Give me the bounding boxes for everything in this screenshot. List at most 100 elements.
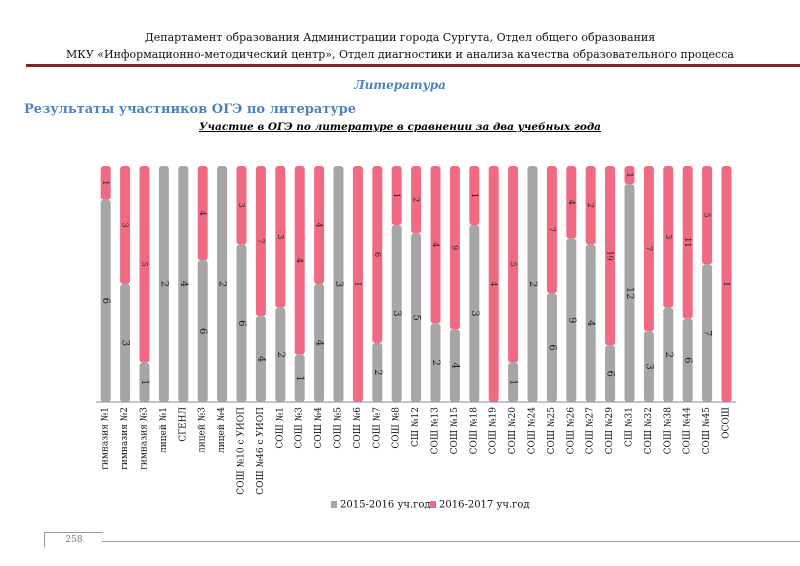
bar-2015-2016-0 [100,199,111,402]
bar-group-15: 1 3 СОШ №8 [391,166,402,449]
page-number: 258 [44,532,103,547]
bar-group-28: 7 3 СОШ №32 [643,166,654,454]
bar-2016-2017-17 [430,166,441,324]
label-2016-2017-28: 7 [644,246,653,251]
bar-2016-2017-18 [449,166,460,330]
label-2016-2017-5: 4 [198,211,207,216]
bar-group-23: 7 6 СОШ №25 [546,166,557,454]
bar-2015-2016-27 [624,184,635,402]
bar-2015-2016-18 [449,329,460,402]
bar-group-12: 3 СОШ №5 [333,166,344,449]
label-2016-2017-25: 2 [586,203,595,208]
label-2016-2017-9: 3 [276,234,285,239]
bar-2016-2017-0 [100,166,111,200]
bar-2016-2017-32 [721,166,732,402]
bar-2015-2016-8 [255,316,266,402]
bar-group-29: 3 2 СОШ №38 [663,166,674,454]
label-2015-2016-10: 1 [294,375,305,381]
label-2016-2017-29: 3 [664,234,673,239]
label-2016-2017-10: 4 [295,258,304,263]
legend-swatch-2016-2017 [430,501,436,508]
bar-2015-2016-2 [139,362,150,402]
category-label-4: СГЕНЛ [178,407,188,442]
bar-group-9: 3 2 СОШ №1 [275,166,286,449]
category-label-8: СОШ №46 с УИОП [256,407,266,495]
label-2016-2017-13: 1 [353,281,362,286]
bar-group-18: 9 4 СОШ №15 [449,166,460,454]
label-2016-2017-26: 19 [606,251,615,261]
label-2015-2016-17: 2 [430,359,441,365]
label-2015-2016-4: 4 [178,281,189,287]
label-2016-2017-2: 5 [140,262,149,267]
label-2016-2017-16: 2 [412,197,421,202]
bar-group-26: 19 6 СОШ №29 [605,166,616,454]
category-label-16: СШ №12 [411,407,421,447]
label-2015-2016-24: 9 [566,317,577,323]
bar-group-20: 4 СОШ №19 [488,166,499,454]
bar-group-30: 11 6 СОШ №44 [682,166,693,454]
label-2016-2017-30: 11 [683,237,692,247]
label-2016-2017-27: 1 [625,173,634,178]
label-2016-2017-19: 1 [470,193,479,198]
bar-2016-2017-15 [391,166,402,225]
bar-2016-2017-7 [236,166,247,245]
label-2015-2016-31: 7 [702,330,713,336]
label-2015-2016-15: 3 [391,310,402,316]
category-label-23: СОШ №25 [547,407,557,455]
bar-2016-2017-1 [120,166,131,284]
category-label-5: лицей №3 [198,407,208,453]
label-2015-2016-8: 4 [255,356,266,362]
bar-group-13: 1 СОШ №6 [352,166,363,449]
bar-2015-2016-23 [546,293,557,402]
category-label-27: СШ №31 [625,407,635,447]
bar-2016-2017-16 [411,166,422,234]
label-2016-2017-23: 7 [547,227,556,232]
label-2016-2017-15: 1 [392,193,401,198]
label-2015-2016-16: 5 [411,315,422,321]
chart-title: Участие в ОГЭ по литературе в сравнении … [199,121,601,133]
bar-group-1: 3 3 гимназия №2 [120,166,131,470]
category-label-10: СОШ №3 [295,407,305,449]
bar-2015-2016-5 [197,260,208,402]
category-label-1: гимназия №2 [120,407,130,470]
label-2016-2017-32: 1 [722,281,731,286]
bar-2016-2017-21 [508,166,519,363]
bar-2015-2016-30 [682,318,693,402]
bar-2016-2017-30 [682,166,693,319]
category-label-18: СОШ №15 [450,407,460,455]
bar-2015-2016-16 [411,233,422,402]
bar-2015-2016-1 [120,284,131,402]
bar-2016-2017-14 [372,166,383,343]
bar-group-19: 1 3 СОШ №18 [469,166,480,454]
bar-group-16: 2 5 СШ №12 [411,166,422,447]
bar-group-14: 6 2 СОШ №7 [372,166,383,449]
bar-group-0: 1 6 гимназия №1 [100,166,111,470]
bar-group-25: 2 4 СОШ №27 [585,166,596,454]
label-2015-2016-22: 2 [527,281,538,287]
bar-group-5: 4 6 лицей №3 [197,166,208,453]
bar-2016-2017-28 [643,166,654,332]
category-label-12: СОШ №5 [334,407,344,449]
bar-2016-2017-31 [702,166,713,265]
label-2015-2016-12: 3 [333,281,344,287]
category-label-19: СОШ №18 [469,407,479,455]
bar-2015-2016-26 [605,345,616,402]
bar-2015-2016-31 [702,264,713,402]
label-2015-2016-0: 6 [100,298,111,304]
label-2015-2016-5: 6 [197,328,208,334]
label-2016-2017-8: 7 [256,239,265,244]
label-2015-2016-21: 1 [508,379,519,385]
bar-2016-2017-8 [255,166,266,317]
bar-2015-2016-25 [585,244,596,402]
bar-2016-2017-11 [314,166,325,284]
bar-2015-2016-22 [527,166,538,402]
subtitle: Результаты участников ОГЭ по литературе [24,102,357,117]
bar-2016-2017-25 [585,166,596,245]
bar-group-10: 4 1 СОШ №3 [294,166,305,449]
bar-2016-2017-23 [546,166,557,294]
label-2016-2017-21: 5 [509,262,518,267]
bar-2015-2016-9 [275,307,286,402]
bar-group-27: 1 12 СШ №31 [624,166,635,447]
label-2015-2016-27: 12 [624,287,635,300]
category-label-9: СОШ №1 [275,407,285,449]
